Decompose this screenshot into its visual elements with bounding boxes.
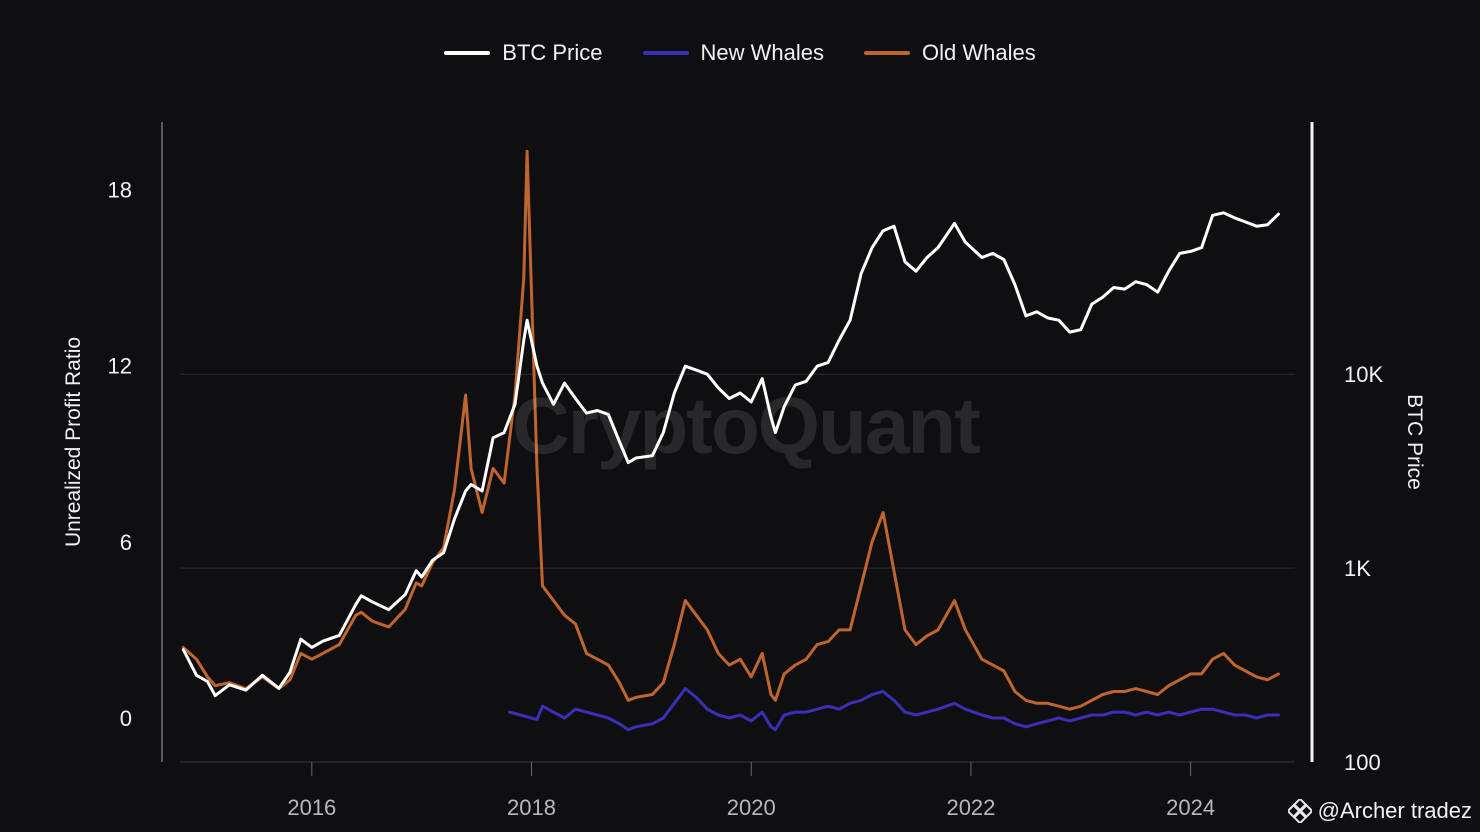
y2-tick-label: 100 [1344, 750, 1381, 775]
legend-item-btc-price[interactable]: BTC Price [444, 40, 603, 66]
y2-axis-ticks: 100 1K 10K [1344, 362, 1383, 775]
legend-label-old-whales: Old Whales [922, 40, 1036, 65]
series-line-new-whales [508, 687, 1280, 732]
legend-item-old-whales[interactable]: Old Whales [864, 40, 1036, 66]
x-tick-label: 2018 [507, 795, 556, 820]
grid-lines [180, 373, 1295, 569]
y2-tick-label: 1K [1344, 556, 1371, 581]
watermark: CryptoQuant [512, 381, 981, 470]
x-tick-label: 2022 [946, 795, 995, 820]
y-axis-ticks: 0 6 12 18 [108, 178, 132, 731]
y-tick-label: 0 [120, 706, 132, 731]
y2-axis-title: BTC Price [1403, 394, 1426, 490]
series-lines [181, 149, 1280, 732]
x-tick-label: 2020 [727, 795, 776, 820]
series-line-old-whales [181, 149, 1280, 711]
x-axis-ticks: 2016 2018 2020 2022 2024 [180, 761, 1295, 820]
y-axis-title: Unrealized Profit Ratio [62, 336, 85, 548]
legend-swatch-btc-price [444, 51, 491, 55]
legend-swatch-old-whales [864, 51, 910, 55]
legend-label-btc-price: BTC Price [502, 40, 603, 65]
x-tick-label: 2016 [287, 795, 336, 820]
binance-diamond-icon [1287, 799, 1312, 823]
y-tick-label: 6 [120, 530, 132, 555]
y2-tick-label: 10K [1344, 362, 1383, 387]
legend: BTC Price New Whales Old Whales [0, 40, 1480, 66]
x-tick-label: 2024 [1166, 795, 1215, 820]
legend-label-new-whales: New Whales [700, 40, 824, 65]
legend-swatch-new-whales [642, 51, 689, 55]
credit: @Archer tradez [1287, 798, 1472, 824]
credit-text: @Archer tradez [1317, 798, 1472, 823]
series-line-btc-price [181, 211, 1280, 698]
legend-item-new-whales[interactable]: New Whales [642, 40, 824, 66]
y-tick-label: 18 [108, 178, 132, 203]
y-tick-label: 12 [108, 354, 132, 379]
